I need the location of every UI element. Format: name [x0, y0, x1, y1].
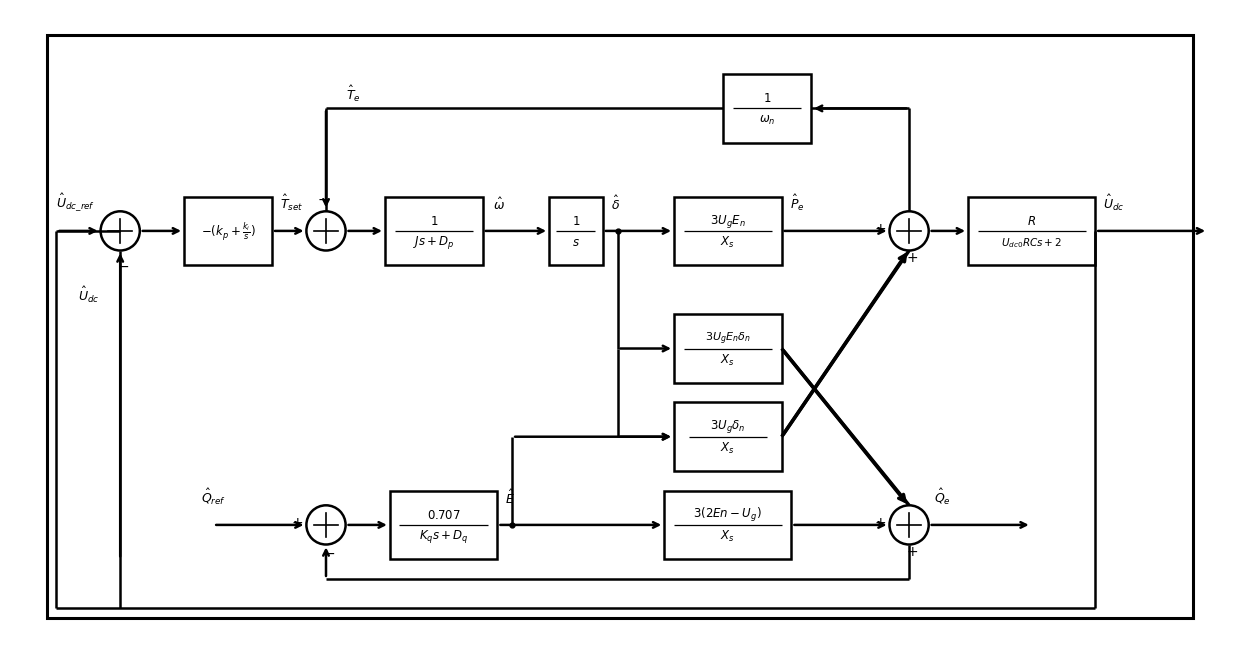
Text: $\hat{Q}_e$: $\hat{Q}_e$ [934, 487, 951, 508]
Bar [673, 402, 781, 471]
Text: $\hat{T}_e$: $\hat{T}_e$ [346, 83, 361, 103]
Bar [184, 197, 272, 265]
Text: $R$: $R$ [1027, 215, 1037, 228]
Text: $s$: $s$ [572, 236, 580, 249]
Text: $X_s$: $X_s$ [720, 352, 735, 368]
Text: $3U_g\delta_n$: $3U_g\delta_n$ [711, 419, 745, 435]
Bar [968, 197, 1095, 265]
Text: $+$: $+$ [290, 516, 303, 530]
Bar [384, 197, 482, 265]
Text: $\hat{Q}_{ref}$: $\hat{Q}_{ref}$ [201, 487, 226, 508]
Text: $\hat{\omega}$: $\hat{\omega}$ [492, 197, 505, 214]
Text: $-$: $-$ [322, 545, 335, 559]
Text: $\hat{U}_{dc}$: $\hat{U}_{dc}$ [1104, 193, 1125, 214]
Text: $-$: $-$ [317, 191, 329, 206]
Bar [549, 197, 603, 265]
Bar [389, 491, 497, 559]
Text: $1$: $1$ [763, 92, 771, 105]
Bar [673, 197, 781, 265]
Text: $-(k_p+\frac{k_i}{s})$: $-(k_p+\frac{k_i}{s})$ [201, 220, 255, 242]
Text: $0.707$: $0.707$ [427, 509, 460, 522]
Bar [665, 491, 791, 559]
Text: $+$: $+$ [874, 516, 885, 530]
Text: $+$: $+$ [906, 545, 918, 559]
Text: $Js+D_p$: $Js+D_p$ [413, 234, 455, 251]
Text: $X_s$: $X_s$ [720, 529, 735, 545]
Text: $\hat{U}_{dc}$: $\hat{U}_{dc}$ [78, 285, 99, 305]
Text: $K_q s+D_q$: $K_q s+D_q$ [419, 528, 469, 545]
Text: $3(2En-U_g)$: $3(2En-U_g)$ [693, 506, 763, 524]
Text: $\hat{T}_{set}$: $\hat{T}_{set}$ [280, 193, 304, 214]
Text: $\omega_n$: $\omega_n$ [759, 114, 775, 127]
Bar [723, 74, 811, 143]
Text: $\hat{P}_e$: $\hat{P}_e$ [790, 193, 805, 214]
Text: $3U_g E_n\delta_n$: $3U_g E_n\delta_n$ [704, 330, 750, 347]
Text: $-$: $-$ [117, 258, 129, 273]
Text: $X_s$: $X_s$ [720, 441, 735, 456]
Text: $1$: $1$ [429, 215, 438, 228]
Text: $U_{dc0}RCs+2$: $U_{dc0}RCs+2$ [1001, 236, 1063, 250]
Text: $\hat{\delta}$: $\hat{\delta}$ [610, 195, 620, 214]
Text: $\hat{U}_{dc\_ref}$: $\hat{U}_{dc\_ref}$ [57, 191, 95, 214]
Text: $1$: $1$ [572, 215, 580, 228]
Text: $+$: $+$ [906, 251, 918, 265]
Bar [673, 314, 781, 383]
Text: $+$: $+$ [874, 222, 885, 236]
Text: $3U_g E_n$: $3U_g E_n$ [711, 213, 745, 230]
Text: $X_s$: $X_s$ [720, 235, 735, 251]
Text: $\hat{E}$: $\hat{E}$ [506, 489, 515, 508]
